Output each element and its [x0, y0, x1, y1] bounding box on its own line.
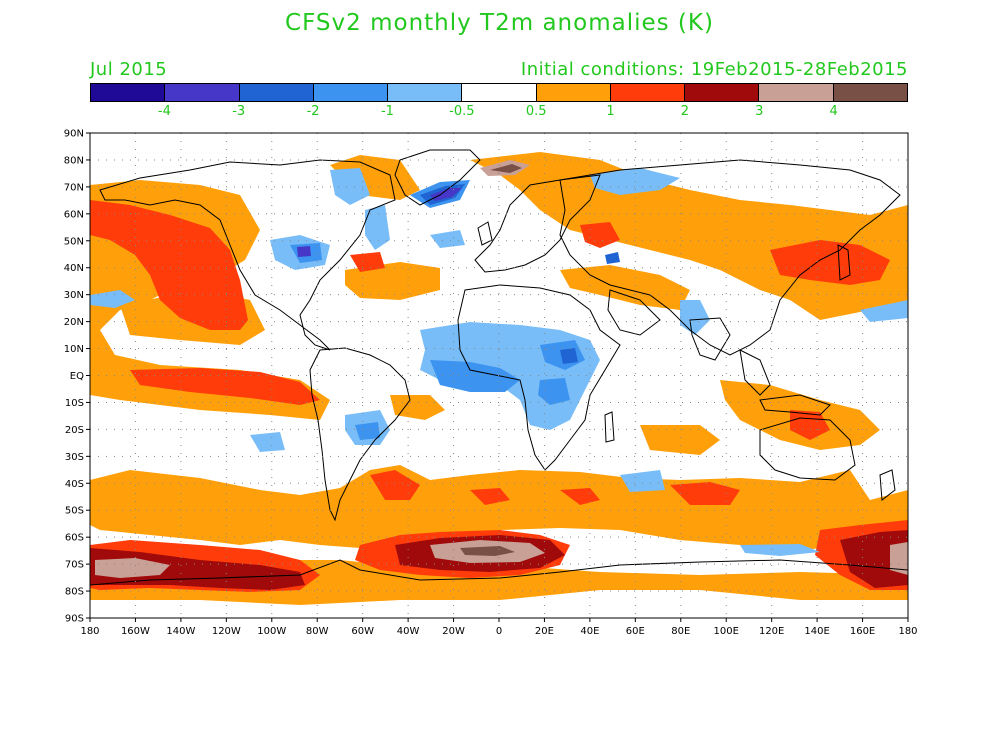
- lat-label: 30N: [64, 290, 84, 301]
- lon-label: 40E: [580, 626, 599, 637]
- lon-label: 120E: [759, 626, 784, 637]
- lon-label: 20W: [442, 626, 465, 637]
- colorbar-swatch: [388, 84, 463, 101]
- colorbar-tick-label: -1: [380, 104, 394, 119]
- lon-label: 80W: [306, 626, 329, 637]
- lon-label: 40W: [397, 626, 420, 637]
- grid-lines: [90, 133, 908, 618]
- coastlines: [90, 149, 908, 586]
- lon-label: 20E: [535, 626, 554, 637]
- colorbar-swatch: [165, 84, 240, 101]
- lat-label: 80N: [64, 155, 84, 166]
- colorbar-tick-label: 3: [755, 104, 764, 119]
- lat-label: 20N: [64, 317, 84, 328]
- colorbar-swatch: [536, 84, 611, 101]
- lat-label: 50S: [65, 506, 84, 517]
- colorbar: [90, 83, 908, 102]
- valid-month-label: Jul 2015: [90, 59, 168, 80]
- lat-label: EQ: [70, 371, 84, 382]
- lon-label: 80E: [671, 626, 690, 637]
- lon-label: 0: [496, 626, 502, 637]
- lat-label: 10S: [65, 398, 84, 409]
- lat-label: 60S: [65, 533, 84, 544]
- lat-label: 90S: [65, 614, 84, 625]
- colorbar-swatch: [610, 84, 686, 101]
- chart-title: CFSv2 monthly T2m anomalies (K): [285, 10, 714, 36]
- lon-label: 140E: [804, 626, 829, 637]
- lon-label: 100E: [714, 626, 739, 637]
- lat-label: 60N: [64, 209, 84, 220]
- colorbar-swatch: [91, 84, 166, 101]
- initial-conditions-label: Initial conditions: 19Feb2015-28Feb2015: [520, 59, 908, 80]
- latitude-labels: 90N 80N 70N 60N 50N 40N 30N 20N 10N EQ 10S 20S 30S 40…: [64, 129, 84, 625]
- lat-label: 80S: [65, 587, 84, 598]
- lat-label: 70N: [64, 182, 84, 193]
- colorbar-swatch: [462, 84, 537, 101]
- lon-label: 140W: [166, 626, 195, 637]
- lat-label: 70S: [65, 560, 84, 571]
- lat-label: 20S: [65, 425, 84, 436]
- lon-label: 160W: [121, 626, 150, 637]
- colorbar-tick-label: 4: [829, 104, 838, 119]
- lon-label: 120W: [212, 626, 241, 637]
- colorbar-tick-label: -0.5: [449, 104, 475, 119]
- longitude-labels: 180 160W 140W 120W 100W 80W 60W 40W 20W 0 20E 40E 60…: [80, 626, 917, 637]
- colorbar-swatch: [239, 84, 314, 101]
- lat-label: 30S: [65, 452, 84, 463]
- anomaly-fill-navy: [297, 188, 462, 257]
- anomaly-fill-brown: [460, 164, 522, 556]
- colorbar-swatch: [833, 84, 907, 101]
- colorbar-tick-label: -3: [232, 104, 246, 119]
- lon-label: 180: [80, 626, 99, 637]
- lon-label: 160E: [850, 626, 875, 637]
- colorbar-tick-label: -4: [157, 104, 171, 119]
- colorbar-swatch: [313, 84, 389, 101]
- colorbar-swatch: [685, 84, 760, 101]
- lat-label: 40S: [65, 479, 84, 490]
- lon-label: 100W: [257, 626, 286, 637]
- colorbar-swatch: [759, 84, 834, 101]
- lat-label: 90N: [64, 129, 84, 140]
- lon-label: 180: [898, 626, 917, 637]
- colorbar-tick-label: 1: [606, 104, 615, 119]
- lat-label: 10N: [64, 344, 84, 355]
- colorbar-tick-label: -2: [306, 104, 320, 119]
- lat-label: 50N: [64, 236, 84, 247]
- colorbar-tick-label: 0.5: [525, 104, 547, 119]
- anomaly-fill-tan: [95, 160, 908, 578]
- colorbar-tick-label: 2: [680, 104, 690, 119]
- lon-label: 60E: [626, 626, 645, 637]
- lat-label: 40N: [64, 263, 84, 274]
- axis-ticks: [86, 132, 909, 622]
- lon-label: 60W: [351, 626, 374, 637]
